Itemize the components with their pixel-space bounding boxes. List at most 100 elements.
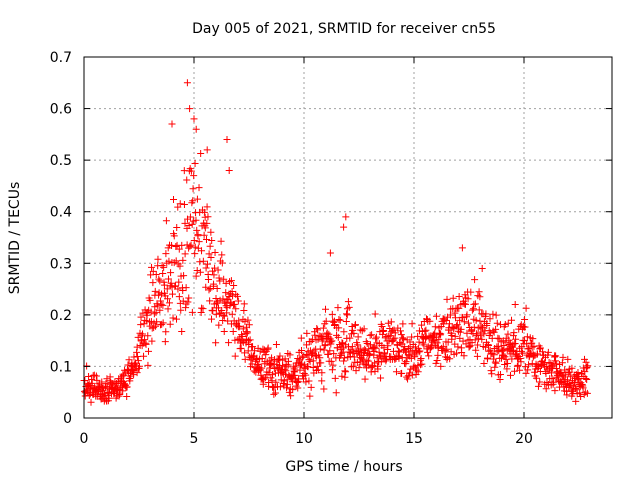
data-point (98, 378, 106, 386)
data-point (407, 354, 415, 362)
data-point (402, 358, 410, 366)
data-point (508, 355, 516, 363)
data-point (148, 337, 156, 345)
data-point (320, 385, 328, 393)
data-point (102, 380, 110, 388)
data-point (342, 317, 350, 325)
data-point (179, 256, 187, 264)
data-point (271, 389, 279, 397)
data-point (259, 380, 267, 388)
data-point (212, 339, 220, 347)
data-point (354, 333, 362, 341)
data-point (371, 310, 379, 318)
data-point (397, 331, 405, 339)
data-point (283, 380, 291, 388)
data-point (307, 337, 315, 345)
y-tick-label: 0.3 (50, 256, 72, 272)
data-point (326, 347, 334, 355)
data-point (564, 376, 572, 384)
data-point (379, 330, 387, 338)
data-point (214, 266, 222, 274)
data-point (399, 320, 407, 328)
data-point (512, 335, 520, 343)
data-point (427, 343, 435, 351)
data-point (219, 295, 227, 303)
data-point (326, 249, 334, 257)
data-point (149, 279, 157, 287)
data-point (133, 348, 141, 356)
x-axis-label: GPS time / hours (285, 459, 402, 475)
data-point (204, 276, 212, 284)
data-point (144, 361, 152, 369)
data-points (80, 79, 592, 406)
data-point (165, 299, 173, 307)
data-point (313, 325, 321, 333)
data-point (563, 391, 571, 399)
data-point (313, 362, 321, 370)
chart-title: Day 005 of 2021, SRMTID for receiver cn5… (192, 21, 496, 37)
data-point (422, 326, 430, 334)
data-point (415, 338, 423, 346)
data-point (130, 353, 138, 361)
data-point (203, 260, 211, 268)
data-point (237, 344, 245, 352)
data-point (152, 271, 160, 279)
data-point (418, 321, 426, 329)
data-point (328, 310, 336, 318)
data-point (448, 323, 456, 331)
data-point (314, 366, 322, 374)
data-point (258, 364, 266, 372)
data-point (217, 237, 225, 245)
data-point (210, 280, 218, 288)
data-point (130, 371, 138, 379)
data-point (268, 354, 276, 362)
data-point (516, 366, 524, 374)
data-point (127, 372, 135, 380)
data-point (183, 176, 191, 184)
data-point (228, 310, 236, 318)
data-point (567, 373, 575, 381)
data-point (185, 222, 193, 230)
data-point (262, 351, 270, 359)
data-point (338, 339, 346, 347)
data-point (291, 371, 299, 379)
data-point (270, 364, 278, 372)
data-point (204, 213, 212, 221)
data-point (173, 224, 181, 232)
data-point (105, 394, 113, 402)
data-point (354, 341, 362, 349)
data-point (360, 325, 368, 333)
data-point (270, 390, 278, 398)
data-point (522, 369, 530, 377)
data-point (186, 105, 194, 113)
data-point (374, 365, 382, 373)
data-point (467, 288, 475, 296)
data-point (159, 319, 167, 327)
data-point (193, 267, 201, 275)
data-point (480, 360, 488, 368)
data-point (372, 335, 380, 343)
data-point (344, 298, 352, 306)
data-point (558, 372, 566, 380)
data-point (232, 305, 240, 313)
data-point (300, 369, 308, 377)
data-point (396, 327, 404, 335)
data-point (302, 378, 310, 386)
data-point (386, 332, 394, 340)
data-point (119, 387, 127, 395)
data-point (424, 348, 432, 356)
data-point (529, 335, 537, 343)
data-point (475, 306, 483, 314)
data-point (420, 341, 428, 349)
data-point (318, 377, 326, 385)
data-point (321, 341, 329, 349)
data-point (168, 120, 176, 128)
data-point (480, 330, 488, 338)
data-point (483, 320, 491, 328)
y-tick-label: 0.7 (50, 50, 72, 66)
data-point (125, 356, 133, 364)
data-point (325, 330, 333, 338)
x-tick-label: 20 (515, 431, 533, 447)
data-point (284, 357, 292, 365)
